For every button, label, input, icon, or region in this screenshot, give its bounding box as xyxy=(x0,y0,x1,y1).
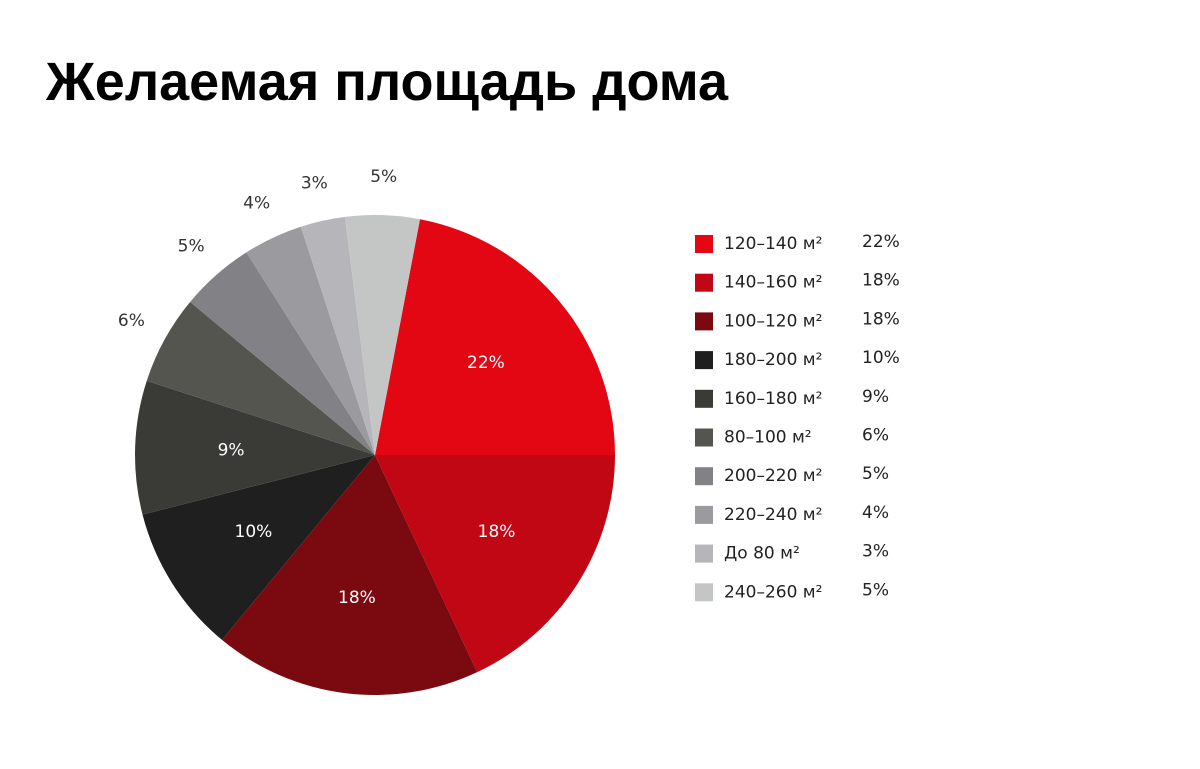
legend-swatch xyxy=(695,467,713,486)
legend-value: 18% xyxy=(862,271,900,291)
legend-value: 10% xyxy=(862,348,900,368)
slice-label: 18% xyxy=(478,522,516,542)
legend-label: 220–240 м² xyxy=(724,505,822,525)
slice-label: 22% xyxy=(467,353,505,373)
legend-value: 5% xyxy=(862,580,889,600)
legend-swatch xyxy=(695,235,713,253)
legend-label: 100–120 м² xyxy=(724,311,822,331)
legend-value: 5% xyxy=(862,464,889,484)
legend-value: 4% xyxy=(862,503,889,523)
legend-label: 140–160 м² xyxy=(724,273,822,293)
legend-label: 160–180 м² xyxy=(724,389,822,409)
legend-value: 9% xyxy=(862,387,889,407)
slice-label: 5% xyxy=(178,236,205,256)
pie-slice xyxy=(246,226,375,455)
pie-slice xyxy=(135,380,375,515)
pie-slice xyxy=(300,216,375,455)
legend-swatch xyxy=(695,351,713,370)
legend-swatch xyxy=(695,428,713,447)
slice-label: 6% xyxy=(118,311,145,331)
slice-label: 18% xyxy=(338,588,376,608)
legend-label: 240–260 м² xyxy=(724,582,822,602)
chart-title: Желаемая площадь дома xyxy=(45,52,729,112)
legend-swatch xyxy=(695,583,713,602)
pie-slice xyxy=(142,455,375,640)
legend-label: 200–220 м² xyxy=(724,466,822,486)
pie-slice xyxy=(375,219,615,455)
pie-slice xyxy=(375,455,615,673)
pie-slice xyxy=(222,455,478,695)
legend-value: 3% xyxy=(862,542,889,562)
legend-value: 6% xyxy=(862,426,889,446)
legend-swatch xyxy=(695,312,713,331)
legend-label: 80–100 м² xyxy=(724,428,812,448)
pie-slice xyxy=(190,252,375,455)
legend-swatch xyxy=(695,273,713,292)
legend-swatch xyxy=(695,505,713,524)
pie-slice xyxy=(146,302,375,455)
legend-label: 180–200 м² xyxy=(724,350,822,370)
legend-value: 18% xyxy=(862,309,900,329)
slice-label: 3% xyxy=(301,174,328,194)
legend-label: До 80 м² xyxy=(724,544,800,564)
legend-swatch xyxy=(695,389,713,408)
legend-swatch xyxy=(695,544,713,563)
legend-value: 22% xyxy=(862,232,900,252)
legend-label: 120–140 м² xyxy=(724,234,822,254)
slice-label: 10% xyxy=(235,522,273,542)
slice-label: 9% xyxy=(218,440,245,460)
pie-slice xyxy=(344,214,420,455)
slice-label: 4% xyxy=(243,193,270,213)
slice-label: 5% xyxy=(370,167,397,187)
